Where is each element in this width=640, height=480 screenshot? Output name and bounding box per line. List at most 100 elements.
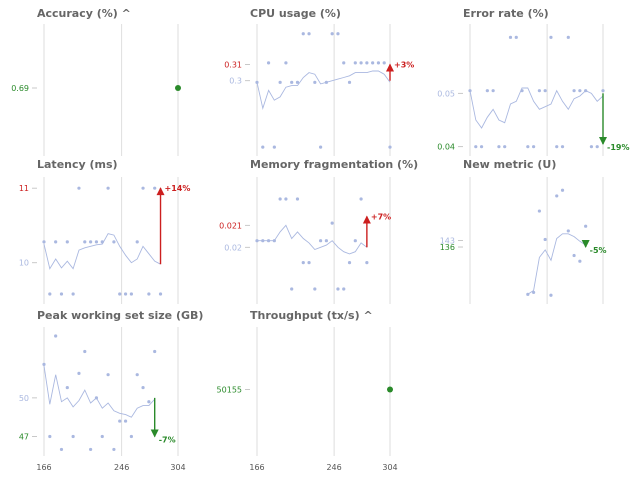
data-point [336,32,340,36]
series-line [43,233,161,270]
data-point [118,419,122,423]
chart-panel: Memory fragmentation (%) 0.021 0.02 +7% [219,158,418,304]
data-point [342,287,346,291]
data-point [526,292,530,296]
data-point [601,89,605,93]
y-tick-label: 0.02 [224,243,242,252]
data-point [537,89,541,93]
data-point [129,292,133,296]
data-point [572,89,576,93]
data-point [106,186,110,190]
data-point [295,197,300,201]
data-point [330,32,334,36]
data-point [48,434,52,439]
y-tick-label: 50155 [217,386,242,395]
x-tick-label: 246 [326,463,341,472]
series-line [257,224,368,255]
delta-label: +7% [371,213,391,222]
delta-label: +14% [165,184,191,193]
data-point [566,35,570,39]
y-tick-label: 10 [19,259,29,268]
data-point [382,61,386,65]
data-point [549,293,553,297]
data-point [100,434,104,439]
chart-panel: Peak working set size (GB) 50 47 -7% 166 246 3… [19,309,204,472]
data-point [83,349,87,354]
y-tick-label: 47 [19,433,29,442]
data-point [330,221,334,225]
data-point [387,386,393,393]
data-point [365,61,369,65]
data-point [71,292,75,296]
data-point [485,89,489,93]
x-tick-label: 166 [36,463,51,472]
data-point [319,145,323,149]
panel-title: Memory fragmentation (%) [250,158,418,171]
data-point [468,89,472,93]
data-point [153,349,157,354]
data-point [42,362,46,366]
data-point [106,373,110,377]
data-point [342,61,346,65]
delta-arrow-head [386,63,394,72]
data-point [255,80,259,84]
data-point [514,35,518,39]
delta-arrow-head [150,429,159,438]
data-point [324,239,328,243]
data-point [301,261,305,265]
data-point [336,287,340,291]
data-point [595,145,599,149]
x-tick-label: 304 [170,463,185,472]
data-point [272,145,276,149]
data-point [147,400,151,404]
panel-title: Latency (ms) [37,158,118,171]
series-line [469,87,604,129]
data-point [59,447,64,452]
data-point [359,197,363,201]
data-point [388,145,392,149]
data-point [89,240,93,244]
delta-arrow-head [581,240,590,249]
panel-title: Accuracy (%) ^ [37,7,131,20]
data-point [65,240,69,244]
data-point [83,240,87,244]
data-point [175,85,181,91]
data-point [566,229,570,233]
data-point [295,80,300,84]
y-tick-label: 0.021 [219,221,242,230]
y-tick-label: 0.05 [437,89,455,98]
chart-panel: Accuracy (%) ^ 0.69 [11,7,181,156]
panel-title: Error rate (%) [463,7,549,20]
delta-label: +3% [394,61,414,70]
data-point [290,80,294,84]
data-point [584,224,588,228]
data-point [135,373,139,377]
chart-panel: Error rate (%) 0.05 0.04 -19% [437,7,629,156]
data-point [278,80,282,84]
data-point [474,145,478,149]
data-point [59,292,64,296]
data-point [65,385,69,390]
y-tick-label: 0.04 [437,143,455,152]
delta-arrow-head [156,187,165,196]
data-point [290,287,294,291]
delta-arrow-head [599,137,607,145]
data-point [255,239,259,243]
data-point [54,240,58,244]
data-point [347,261,352,265]
data-point [347,80,352,84]
data-point [301,32,305,36]
y-tick-label: 0.31 [224,61,242,70]
delta-label: -7% [159,436,176,445]
data-point [112,447,116,452]
panel-title: Peak working set size (GB) [37,309,203,322]
data-point [261,239,265,243]
delta-label: -19% [607,143,629,152]
data-point [284,61,288,65]
y-tick-label: 136 [440,243,455,252]
data-point [135,240,139,244]
series-line [256,70,391,111]
y-tick-label: 143 [440,236,455,245]
data-point [532,290,536,295]
